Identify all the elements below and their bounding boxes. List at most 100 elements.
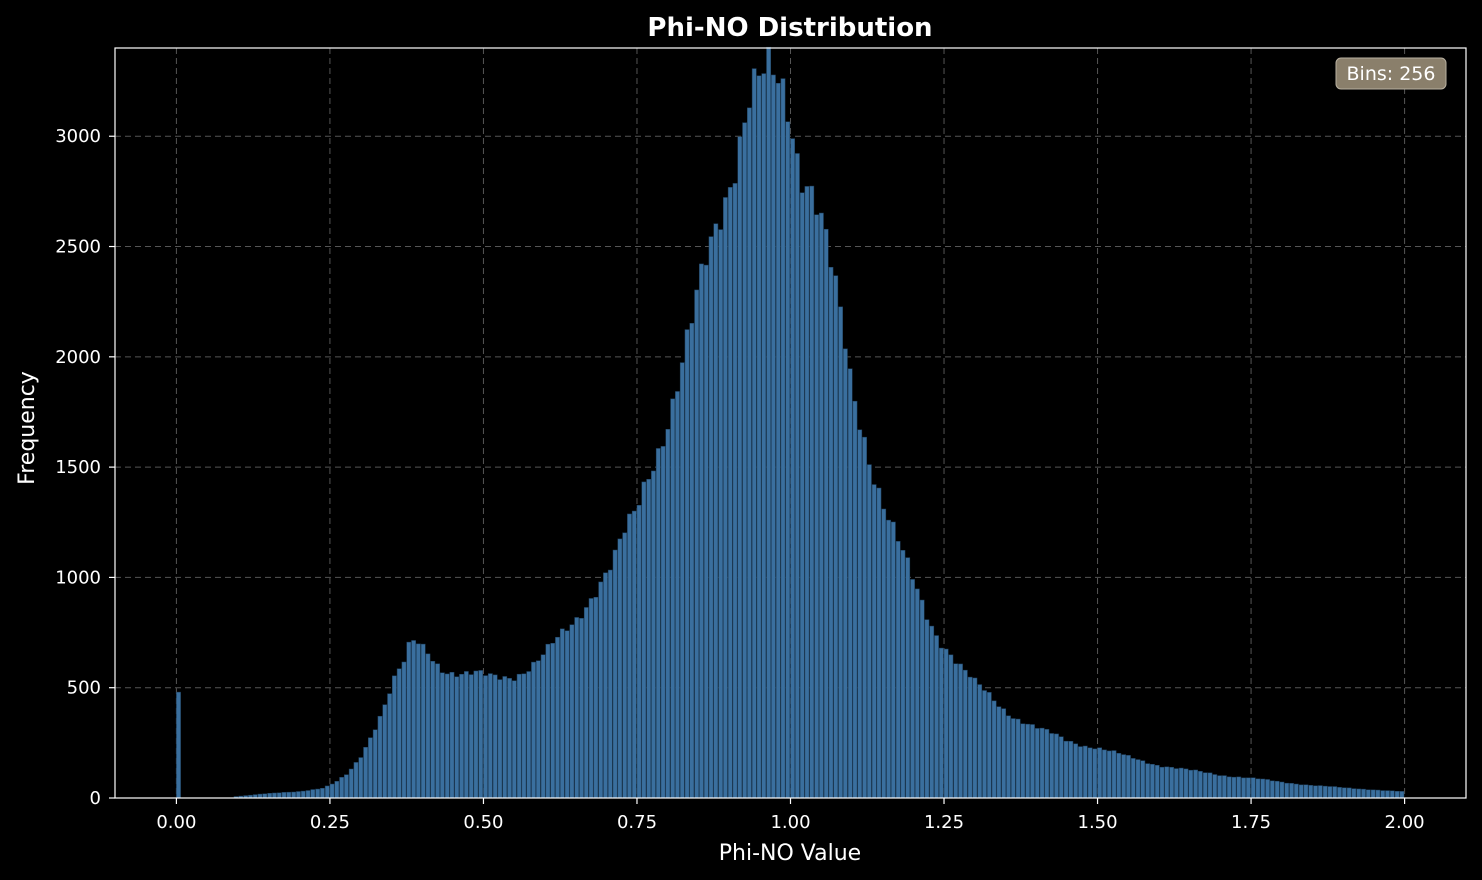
histogram-bar xyxy=(492,674,498,799)
histogram-bar xyxy=(1097,747,1102,799)
histogram-bar xyxy=(583,607,589,799)
histogram-bar xyxy=(310,789,316,799)
histogram-bar xyxy=(938,647,944,799)
histogram-bar xyxy=(751,68,757,799)
histogram-bar xyxy=(1001,708,1007,799)
histogram-bar xyxy=(411,640,416,799)
histogram-bar xyxy=(464,671,469,799)
histogram-bar xyxy=(617,538,623,799)
histogram-bar xyxy=(862,436,867,799)
histogram-bar xyxy=(622,532,628,799)
histogram-bar xyxy=(910,579,915,799)
histogram-bar xyxy=(718,229,723,799)
histogram-bar xyxy=(478,670,484,799)
histogram-bar xyxy=(723,197,728,799)
histogram-bar xyxy=(699,263,704,799)
x-tick-label: 0.50 xyxy=(463,812,503,833)
histogram-bar xyxy=(420,643,426,799)
histogram-bar xyxy=(1102,749,1107,799)
histogram-bar xyxy=(612,549,618,799)
histogram-bar xyxy=(708,236,714,799)
histogram-bar xyxy=(1293,783,1299,799)
histogram-bar xyxy=(843,348,848,799)
histogram-bar xyxy=(449,672,455,799)
histogram-bar xyxy=(1303,784,1309,799)
histogram-bar xyxy=(502,676,508,799)
histogram-bar xyxy=(1020,723,1026,799)
histogram-bar xyxy=(1207,772,1213,799)
y-axis-label: Frequency xyxy=(15,371,40,485)
histogram-bar xyxy=(430,660,436,799)
histogram-bar xyxy=(1058,736,1064,799)
histogram-bar xyxy=(871,484,877,799)
histogram-bar xyxy=(1087,747,1093,799)
histogram-bar xyxy=(368,737,373,799)
histogram-bar xyxy=(1337,787,1342,799)
histogram-bar xyxy=(291,791,296,799)
histogram-bar xyxy=(507,678,512,799)
histogram-bar xyxy=(857,429,863,799)
histogram-bar xyxy=(550,643,556,799)
histogram-bar xyxy=(934,635,939,799)
histogram-bar xyxy=(761,73,767,799)
histogram-bar xyxy=(1241,777,1246,799)
histogram-bar xyxy=(1265,779,1270,799)
histogram-bar xyxy=(732,183,738,799)
histogram-bar xyxy=(1289,783,1294,799)
histogram-bar xyxy=(344,774,349,799)
histogram-bar xyxy=(1140,760,1146,799)
y-tick-label: 2500 xyxy=(55,237,101,258)
histogram-bar xyxy=(459,674,464,799)
histogram-bar xyxy=(540,654,546,799)
histogram-bar xyxy=(713,223,719,799)
histogram-bar xyxy=(689,323,695,799)
histogram-bar xyxy=(996,706,1002,799)
histogram-bar xyxy=(1308,785,1314,799)
histogram-bar xyxy=(1394,791,1400,799)
histogram-bar xyxy=(1159,766,1165,799)
histogram-bar xyxy=(1068,741,1074,799)
histogram-bar xyxy=(324,785,330,799)
histogram-bar xyxy=(1270,780,1275,799)
histogram-bar xyxy=(852,400,858,799)
histogram-bar xyxy=(468,674,474,799)
histogram-bar xyxy=(905,557,911,799)
histogram-bar xyxy=(1370,789,1376,799)
y-tick-label: 1500 xyxy=(55,457,101,478)
histogram-bar xyxy=(1332,786,1338,799)
histogram-bar xyxy=(1298,784,1304,799)
histogram-bar xyxy=(1356,788,1362,799)
histogram-bar xyxy=(914,588,920,799)
histogram-bar xyxy=(267,793,273,799)
histogram-bar xyxy=(286,791,292,799)
histogram-bar xyxy=(675,391,680,799)
y-tick-label: 0 xyxy=(90,788,101,809)
histogram-bar xyxy=(819,212,824,799)
histogram-bar xyxy=(559,628,565,799)
histogram-bar xyxy=(1116,753,1122,799)
histogram-bar xyxy=(972,677,978,799)
histogram-bar xyxy=(900,550,906,799)
histogram-bar xyxy=(1246,777,1251,799)
histogram-bar xyxy=(631,510,637,799)
histogram-bar xyxy=(627,513,632,799)
histogram-bar xyxy=(1385,790,1390,799)
histogram-bar xyxy=(363,747,368,799)
histogram-bar xyxy=(756,75,762,799)
histogram-bar xyxy=(401,661,407,799)
histogram-bar xyxy=(679,362,685,799)
histogram-bar xyxy=(392,675,397,799)
histogram-bar xyxy=(272,792,277,799)
histogram-bar xyxy=(1025,723,1031,799)
histogram-bar xyxy=(396,668,402,799)
histogram-bar xyxy=(775,83,781,799)
x-tick-label: 1.50 xyxy=(1078,812,1118,833)
histogram-bar xyxy=(641,481,647,799)
histogram-bar xyxy=(1169,767,1174,799)
bins-annotation-text: Bins: 256 xyxy=(1347,63,1436,85)
histogram-bar xyxy=(991,700,997,799)
histogram-bar xyxy=(473,670,479,799)
histogram-bar xyxy=(1231,776,1237,799)
histogram-bar xyxy=(488,673,493,799)
